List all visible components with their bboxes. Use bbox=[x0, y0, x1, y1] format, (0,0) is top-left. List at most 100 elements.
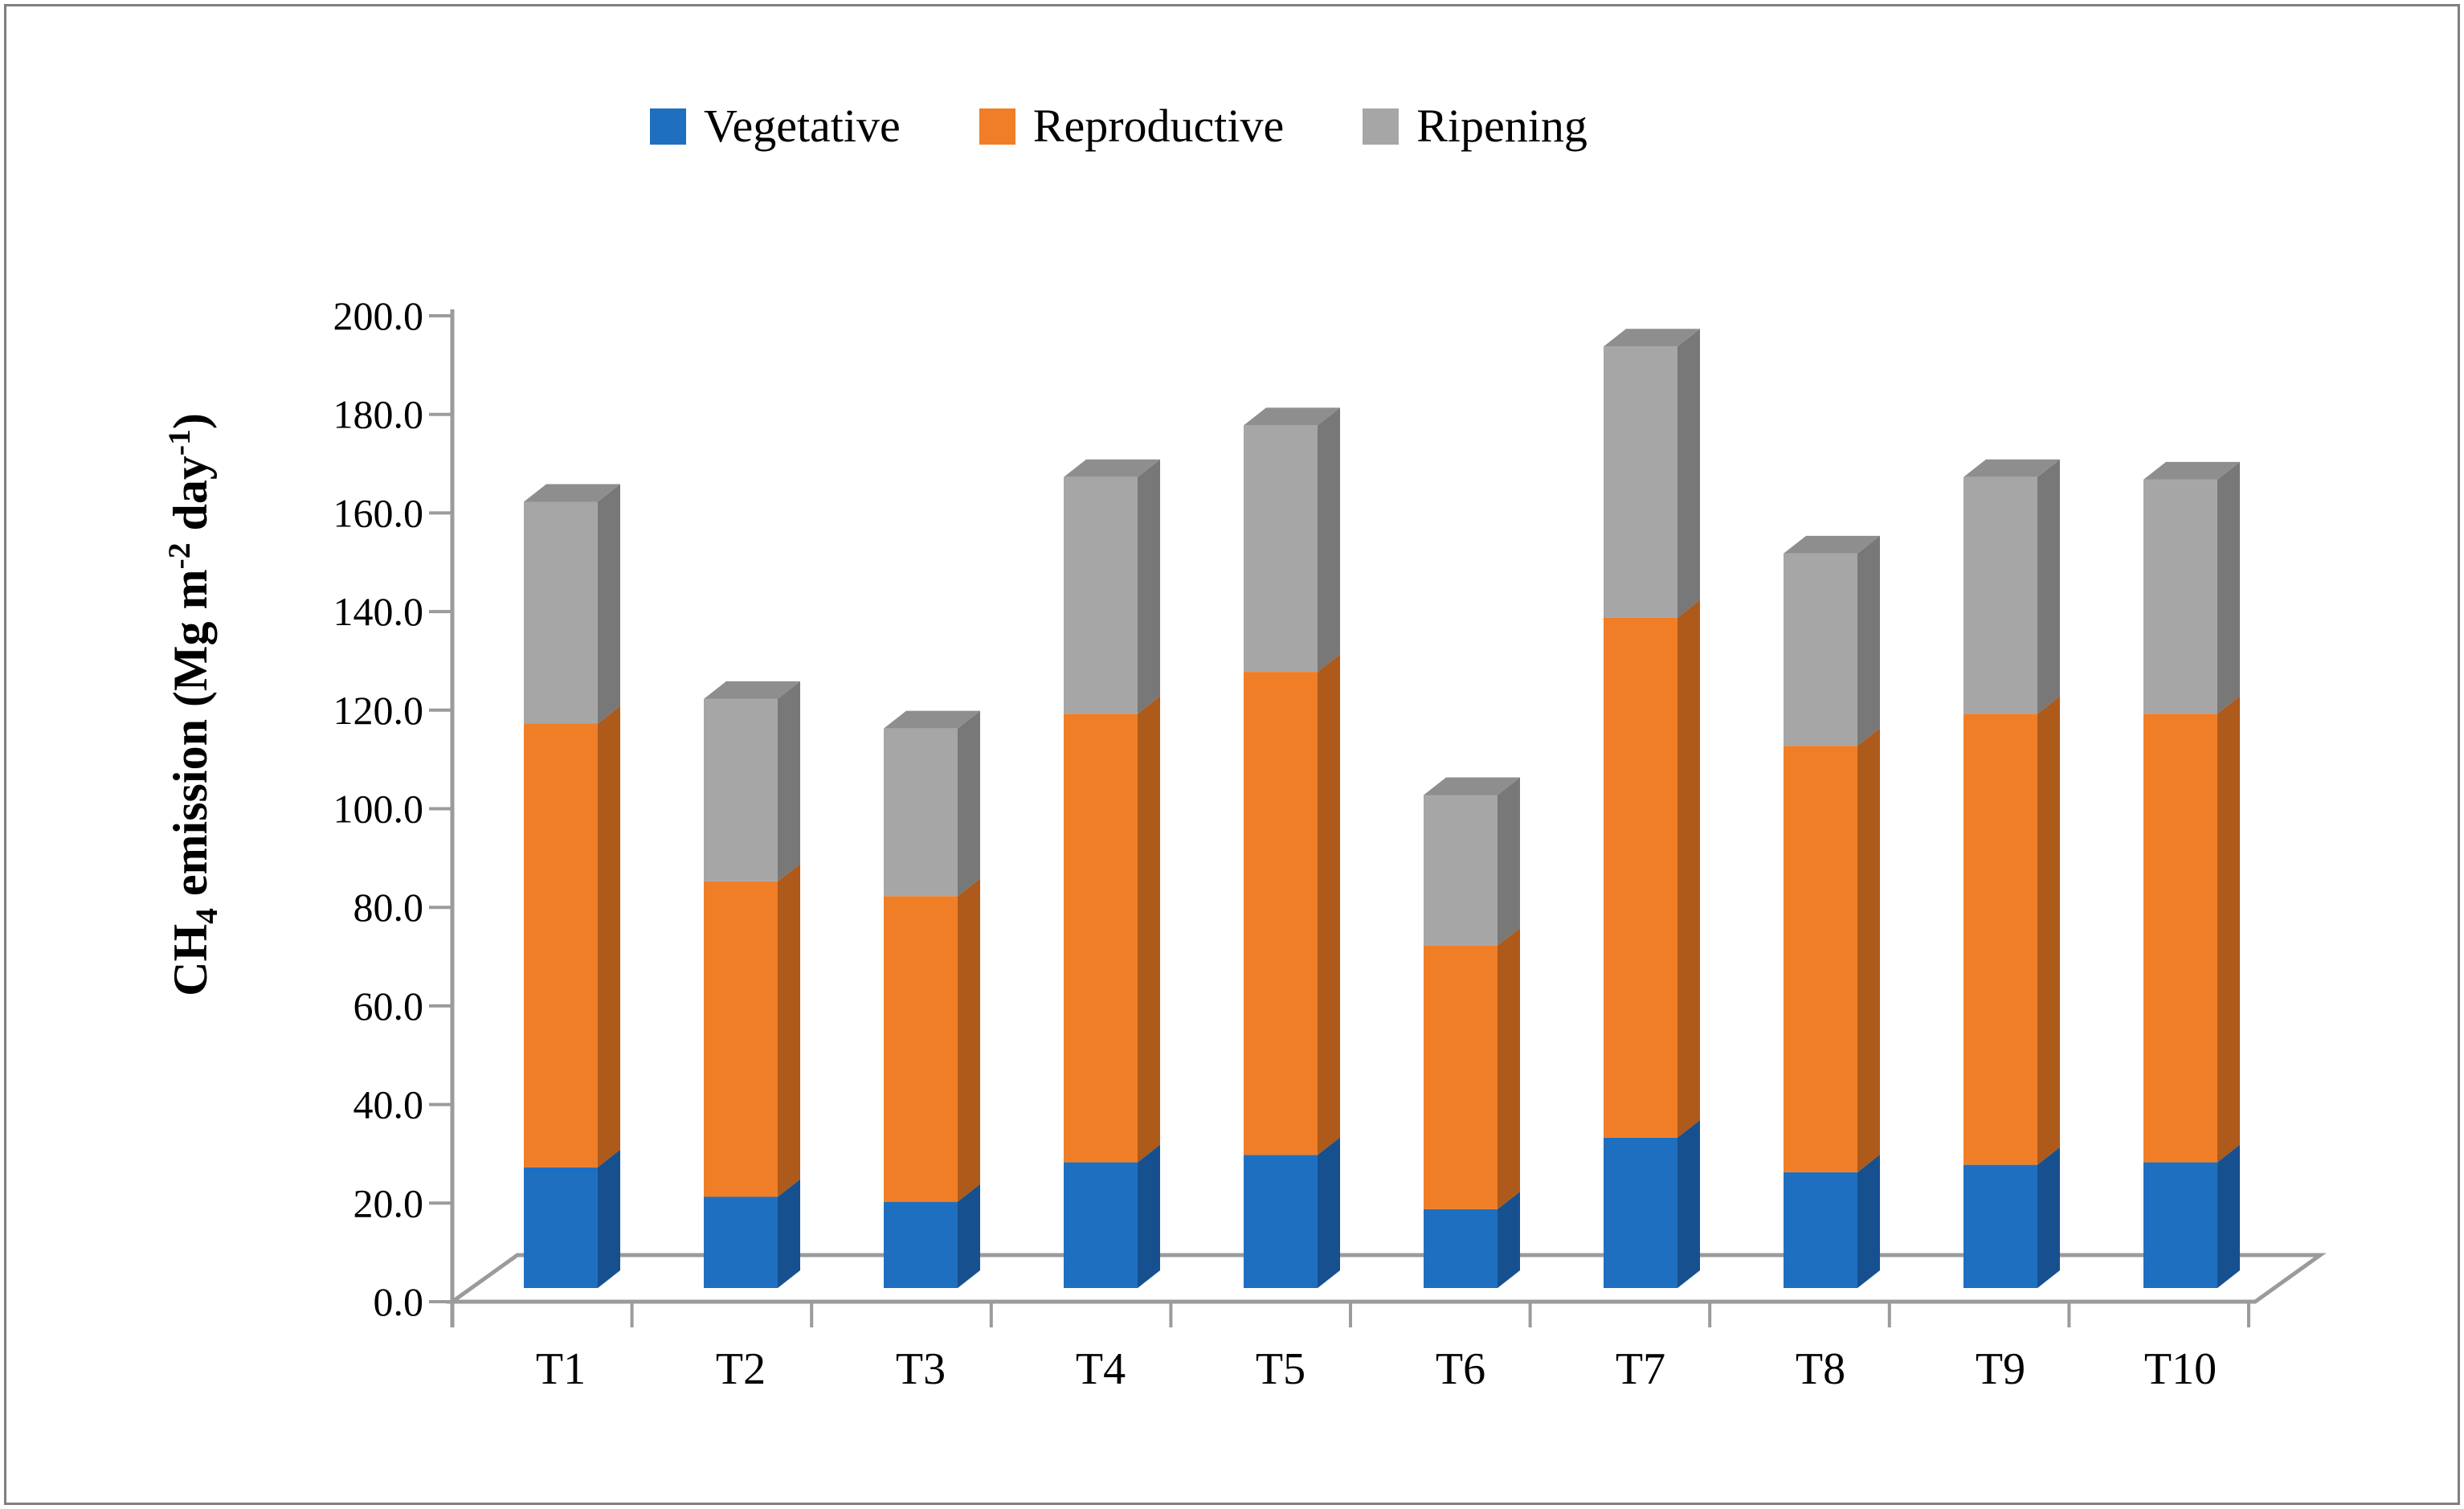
bar-segment-side bbox=[778, 681, 800, 881]
bar-T6 bbox=[1424, 777, 1520, 1288]
bar-top-face bbox=[884, 710, 980, 729]
bar-segment-side bbox=[1318, 1137, 1340, 1288]
bar-segment-side bbox=[1138, 459, 1160, 714]
bar-segment-side bbox=[958, 710, 980, 897]
y-tick-label: 160.0 bbox=[333, 490, 424, 535]
bar-segment-front bbox=[1784, 553, 1857, 746]
bar-segment-front bbox=[1064, 1162, 1138, 1288]
legend-label-reproductive: Reproductive bbox=[1032, 100, 1285, 152]
bar-segment-front bbox=[524, 723, 598, 1168]
bar-segment-front bbox=[884, 728, 958, 897]
bar-segment-front bbox=[1064, 714, 1138, 1163]
bar-segment-side bbox=[1498, 927, 1520, 1209]
bar-segment-front bbox=[1244, 425, 1318, 673]
legend-item-ripening: Ripening bbox=[1363, 103, 1588, 149]
bar-segment-side bbox=[958, 878, 980, 1202]
bar-segment-front bbox=[884, 896, 958, 1202]
bar-segment-front bbox=[704, 1196, 778, 1288]
bar-segment-side bbox=[2217, 696, 2240, 1163]
x-category-label: T3 bbox=[896, 1344, 946, 1394]
bar-top-face bbox=[704, 681, 800, 699]
bar-T5 bbox=[1244, 407, 1340, 1288]
y-tick-label: 180.0 bbox=[333, 392, 424, 437]
bar-segment-front bbox=[1604, 346, 1677, 618]
bar-segment-front bbox=[2143, 1162, 2217, 1288]
bar-T1 bbox=[524, 484, 620, 1288]
bar-segment-front bbox=[1244, 672, 1318, 1155]
bar-T10 bbox=[2143, 461, 2240, 1288]
y-tick-label: 0.0 bbox=[374, 1279, 424, 1324]
bar-segment-front bbox=[1424, 795, 1498, 946]
bar-top-face bbox=[1963, 459, 2060, 477]
bar-segment-front bbox=[524, 1167, 598, 1288]
bar-segment-front bbox=[1244, 1155, 1318, 1288]
bar-segment-front bbox=[1604, 1137, 1677, 1288]
bar-segment-front bbox=[704, 881, 778, 1197]
bar-segment-side bbox=[1677, 599, 1700, 1138]
y-axis-title: CH4 emission (Mg m-2 day-1) bbox=[161, 413, 224, 996]
y-tick-label: 20.0 bbox=[353, 1180, 424, 1225]
bar-segment-side bbox=[598, 484, 620, 724]
y-tick-label: 140.0 bbox=[333, 589, 424, 634]
legend-label-ripening: Ripening bbox=[1416, 100, 1588, 152]
bar-segment-side bbox=[1318, 407, 1340, 673]
ripening-swatch-icon bbox=[1363, 108, 1400, 145]
bar-top-face bbox=[1784, 535, 1880, 554]
bar-segment-side bbox=[1857, 535, 1880, 746]
bar-segment-front bbox=[1963, 476, 2037, 714]
figure-border bbox=[4, 4, 2460, 1505]
bar-segment-front bbox=[1424, 1208, 1498, 1288]
bar-segment-side bbox=[1498, 1191, 1520, 1288]
bar-segment-side bbox=[598, 1149, 620, 1288]
y-tick-label: 200.0 bbox=[333, 293, 424, 338]
bar-T2 bbox=[704, 681, 800, 1288]
bar-segment-front bbox=[1963, 1164, 2037, 1288]
bar-segment-front bbox=[1963, 714, 2037, 1165]
y-tick-label: 120.0 bbox=[333, 688, 424, 733]
x-category-label: T1 bbox=[536, 1344, 586, 1394]
y-tick-label: 60.0 bbox=[353, 984, 424, 1028]
bar-top-face bbox=[2143, 461, 2240, 480]
bar-segment-front bbox=[1604, 617, 1677, 1138]
legend-item-reproductive: Reproductive bbox=[979, 103, 1284, 149]
bar-segment-front bbox=[704, 698, 778, 881]
bar-T7 bbox=[1604, 329, 1700, 1288]
bar-segment-side bbox=[1498, 777, 1520, 946]
bar-segment-side bbox=[1677, 329, 1700, 618]
bar-segment-front bbox=[1784, 746, 1857, 1172]
bar-segment-side bbox=[1857, 728, 1880, 1172]
bar-segment-front bbox=[2143, 479, 2217, 714]
bar-segment-side bbox=[1318, 654, 1340, 1155]
reproductive-swatch-icon bbox=[979, 108, 1015, 145]
x-category-label: T10 bbox=[2144, 1344, 2217, 1394]
bar-top-face bbox=[1604, 329, 1700, 347]
bar-T3 bbox=[884, 710, 980, 1288]
x-category-label: T7 bbox=[1616, 1344, 1665, 1394]
bar-segment-front bbox=[2143, 714, 2217, 1163]
x-category-label: T5 bbox=[1256, 1344, 1306, 1394]
bar-segment-side bbox=[598, 705, 620, 1168]
bar-segment-front bbox=[1064, 476, 1138, 714]
x-category-label: T4 bbox=[1076, 1344, 1126, 1394]
bar-segment-side bbox=[1138, 1144, 1160, 1288]
bar-top-face bbox=[524, 484, 620, 502]
legend-item-vegetative: Vegetative bbox=[650, 103, 901, 149]
bar-segment-front bbox=[1424, 945, 1498, 1209]
y-tick-label: 100.0 bbox=[333, 787, 424, 832]
x-category-label: T8 bbox=[1796, 1344, 1845, 1394]
legend-label-vegetative: Vegetative bbox=[704, 100, 901, 152]
bar-segment-side bbox=[2037, 1147, 2060, 1288]
x-category-label: T2 bbox=[716, 1344, 766, 1394]
bar-segment-side bbox=[2037, 459, 2060, 714]
bar-segment-side bbox=[778, 1179, 800, 1288]
bar-segment-side bbox=[958, 1184, 980, 1288]
bar-segment-side bbox=[2037, 696, 2060, 1165]
bar-segment-side bbox=[1677, 1119, 1700, 1288]
bar-T9 bbox=[1963, 459, 2060, 1288]
bar-top-face bbox=[1424, 777, 1520, 795]
y-tick-label: 80.0 bbox=[353, 885, 424, 930]
bar-segment-side bbox=[778, 863, 800, 1197]
legend: Vegetative Reproductive Ripening bbox=[650, 103, 1588, 149]
